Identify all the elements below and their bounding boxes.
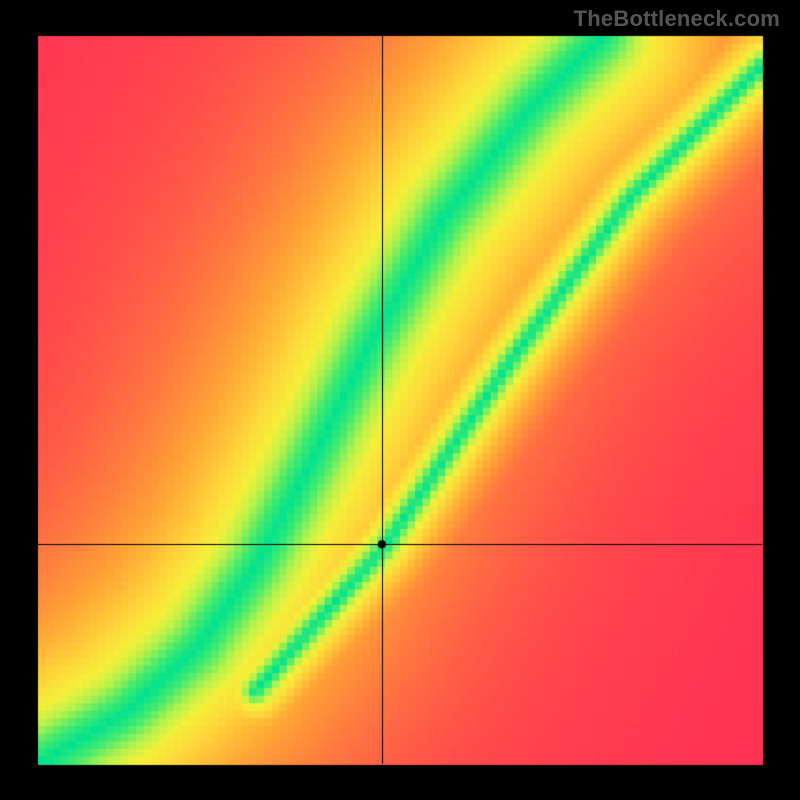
chart-container: TheBottleneck.com [0, 0, 800, 800]
watermark-label: TheBottleneck.com [574, 6, 780, 32]
bottleneck-heatmap [0, 0, 800, 800]
